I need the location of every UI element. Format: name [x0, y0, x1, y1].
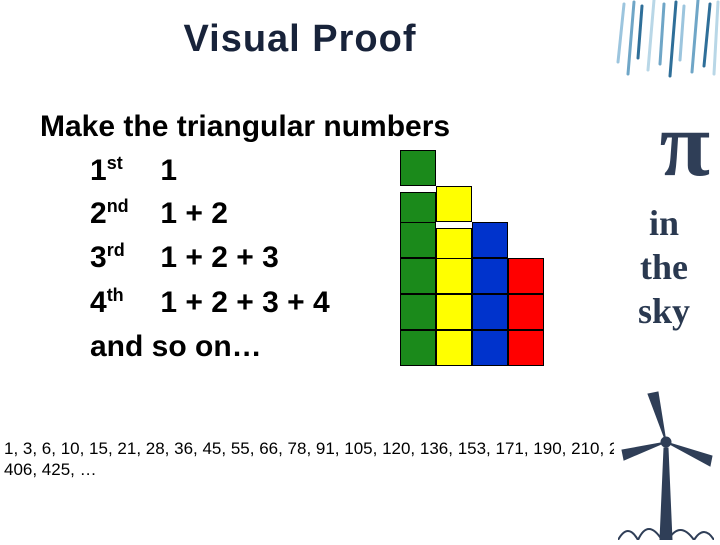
sequence-line-2: 406, 425, … [4, 460, 97, 480]
ord-num-2: 2 [90, 197, 107, 230]
and-so-on: and so on… [90, 330, 262, 364]
ord-num-1: 1 [90, 154, 107, 187]
slide: Visual Proof Make the triangular numbers… [0, 0, 720, 540]
ord-suf-4: th [107, 285, 124, 305]
stair-cell [436, 186, 472, 222]
expr-1: 1 [160, 154, 177, 187]
pi-symbol: π [660, 98, 710, 190]
brush-art [614, 0, 720, 80]
line-2: 2nd 1 + 2 [90, 196, 228, 231]
expr-3: 1 + 2 + 3 [160, 241, 278, 274]
stair-cell [400, 150, 436, 186]
pi-word-3: sky [624, 290, 704, 334]
stair-cell [400, 258, 436, 294]
staircase-diagram [400, 150, 600, 410]
stair-cell [436, 294, 472, 330]
stair-cell [508, 294, 544, 330]
ord-num-3: 3 [90, 241, 107, 274]
subtitle: Make the triangular numbers [40, 110, 450, 144]
pi-word-2: the [624, 246, 704, 290]
stair-cell [436, 330, 472, 366]
line-1: 1st 1 [90, 153, 177, 188]
ord-suf-2: nd [107, 196, 129, 216]
ord-suf-1: st [107, 153, 123, 173]
line-4: 4th 1 + 2 + 3 + 4 [90, 285, 330, 320]
sidebar: π in the sky [614, 0, 720, 540]
ord-num-4: 4 [90, 286, 107, 319]
expr-2: 1 + 2 [160, 197, 228, 230]
stair-cell [472, 330, 508, 366]
expr-4: 1 + 2 + 3 + 4 [160, 286, 329, 319]
sequence-line-1: 1, 3, 6, 10, 15, 21, 28, 36, 45, 55, 66,… [4, 438, 720, 461]
stair-cell [436, 258, 472, 294]
stair-cell [400, 330, 436, 366]
stair-cell [508, 258, 544, 294]
windmill-icon [618, 390, 714, 540]
stair-cell [472, 258, 508, 294]
stair-cell [400, 294, 436, 330]
stair-cell [400, 222, 436, 258]
stair-cell [472, 222, 508, 258]
pi-word-1: in [624, 202, 704, 246]
line-3: 3rd 1 + 2 + 3 [90, 240, 279, 275]
stair-cell [508, 330, 544, 366]
stair-cell [472, 294, 508, 330]
slide-title: Visual Proof [0, 18, 600, 61]
pi-words: in the sky [624, 202, 704, 334]
ord-suf-3: rd [107, 240, 125, 260]
